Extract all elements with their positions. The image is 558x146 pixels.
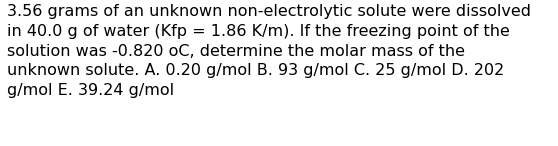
Text: 3.56 grams of an unknown non-electrolytic solute were dissolved
in 40.0 g of wat: 3.56 grams of an unknown non-electrolyti… [7, 4, 531, 98]
